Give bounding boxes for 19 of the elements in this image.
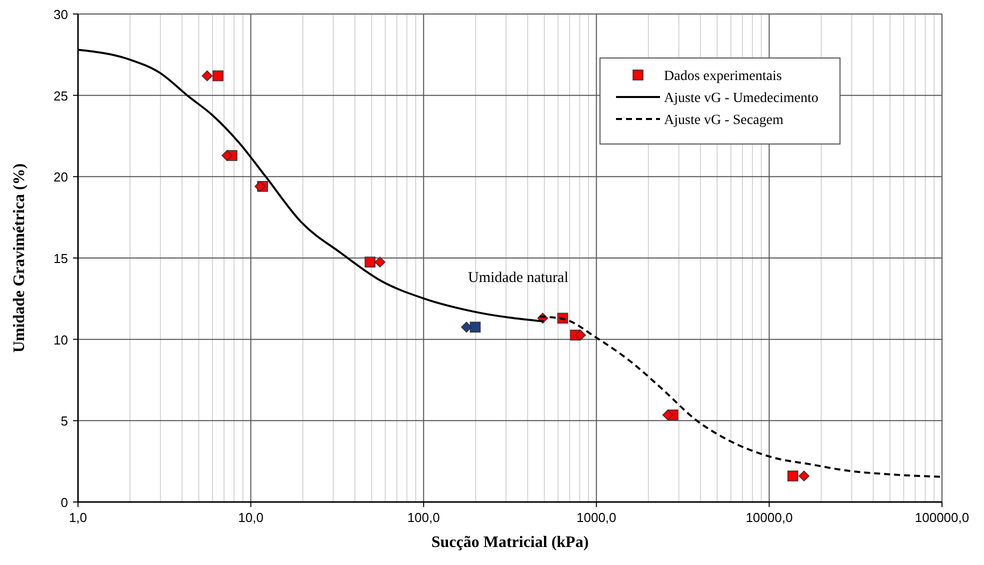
y-tick-label: 5 [60, 414, 68, 429]
y-tick-label: 10 [54, 332, 68, 348]
x-tick-label: 1,0 [68, 510, 88, 525]
x-tick-label: 100000,0 [914, 510, 970, 525]
annotation: Umidade natural [468, 270, 568, 286]
legend-label: Dados experimentais [664, 69, 782, 84]
y-tick-label: 20 [54, 170, 68, 185]
y-tick-label: 0 [60, 495, 68, 510]
x-tick-label: 10,0 [238, 510, 264, 525]
legend-label: Ajuste vG - Umedecimento [664, 91, 818, 106]
y-axis-title: Umidade Gravimétrica (%) [11, 163, 28, 353]
x-tick-label: 10000,0 [746, 510, 793, 525]
legend-label: Ajuste vG - Secagem [664, 113, 784, 128]
x-tick-label: 1000,0 [576, 510, 616, 525]
x-tick-label: 100,0 [407, 510, 440, 525]
y-tick-label: 25 [54, 88, 68, 104]
y-tick-label: 15 [54, 251, 68, 266]
y-tick-label: 30 [54, 7, 68, 22]
x-axis-title: Sucção Matricial (kPa) [431, 534, 589, 551]
